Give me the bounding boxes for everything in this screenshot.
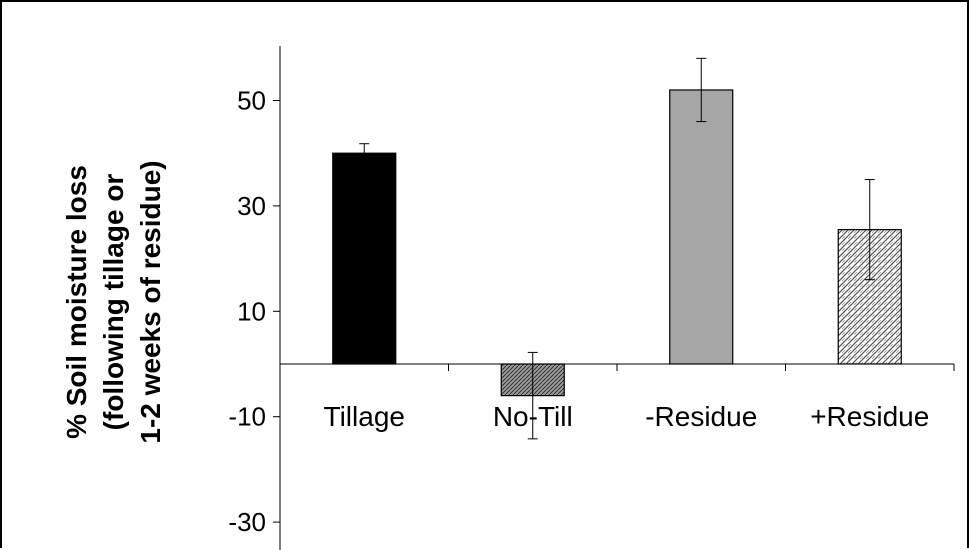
category-label: No-Till xyxy=(493,401,573,432)
bar-tillage xyxy=(332,152,397,365)
bars-group xyxy=(332,89,902,397)
y-axis-ticks: 50 30 10 -10 -30 xyxy=(228,86,280,537)
y-axis-title-line-3: 1-2 weeks of residue) xyxy=(135,160,166,443)
y-tick-label: 10 xyxy=(237,296,266,326)
bar-residue xyxy=(669,89,734,365)
y-axis-title-line-2: (following tillage or xyxy=(98,174,129,431)
y-tick-label: -30 xyxy=(228,507,266,537)
x-axis-ticks xyxy=(279,364,955,371)
y-tick-label: -10 xyxy=(228,402,266,432)
y-axis-title-line-1: % Soil moisture loss xyxy=(61,165,92,439)
category-label: Tillage xyxy=(324,401,405,432)
category-label: +Residue xyxy=(810,401,929,432)
y-tick-label: 50 xyxy=(237,86,266,116)
y-axis-title: % Soil moisture loss (following tillage … xyxy=(61,160,166,443)
category-label: -Residue xyxy=(645,401,757,432)
error-bars-group xyxy=(359,57,875,440)
y-tick-label: 30 xyxy=(237,191,266,221)
category-labels: Tillage No-Till -Residue +Residue xyxy=(324,401,930,432)
